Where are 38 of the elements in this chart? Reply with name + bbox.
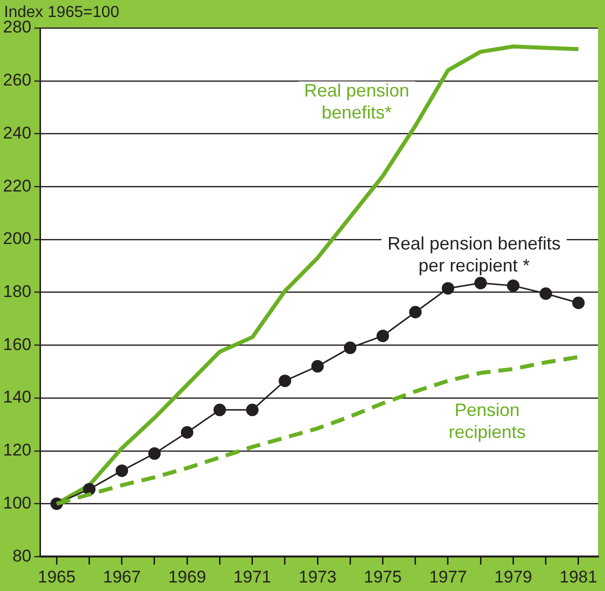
x-tick-label: 1967	[102, 567, 141, 586]
y-tick-label: 100	[2, 493, 32, 512]
point	[83, 482, 96, 496]
y-tick-label: 200	[2, 229, 32, 248]
point	[246, 404, 259, 416]
x-tick-label: 1973	[298, 567, 336, 586]
y-tick-label: 220	[2, 176, 32, 196]
point	[278, 374, 292, 388]
point	[409, 306, 422, 318]
series-label: Real pension benefits per recipient *	[388, 234, 561, 276]
y-tick-label: 260	[2, 70, 32, 90]
x-tick-label: 1965	[38, 567, 76, 586]
y-tick-label: 80	[12, 546, 32, 566]
point	[344, 342, 356, 354]
point	[311, 360, 324, 373]
x-tick-label: 1969	[168, 567, 206, 586]
y-tick-label: 240	[2, 123, 32, 142]
point	[506, 279, 520, 292]
point	[180, 426, 194, 439]
point	[213, 404, 226, 416]
x-tick-label: 1981	[560, 567, 598, 586]
y-tick-label: 120	[2, 440, 32, 460]
x-tick-label: 1971	[233, 567, 272, 586]
x-tick-label: 1975	[364, 567, 402, 586]
y-tick-label: 140	[2, 388, 32, 407]
y-tick-label: 180	[2, 282, 32, 301]
point	[148, 447, 161, 460]
point	[442, 282, 454, 295]
series-label: Real pension benefits*	[304, 80, 410, 122]
point	[376, 330, 390, 342]
point	[116, 464, 128, 477]
point	[474, 276, 487, 290]
series-label: Pension recipients	[448, 400, 526, 442]
x-tick-label: 1979	[494, 567, 532, 586]
y-tick-label: 160	[2, 334, 32, 354]
point	[572, 296, 585, 310]
x-tick-label: 1977	[429, 567, 467, 586]
point	[540, 287, 552, 300]
